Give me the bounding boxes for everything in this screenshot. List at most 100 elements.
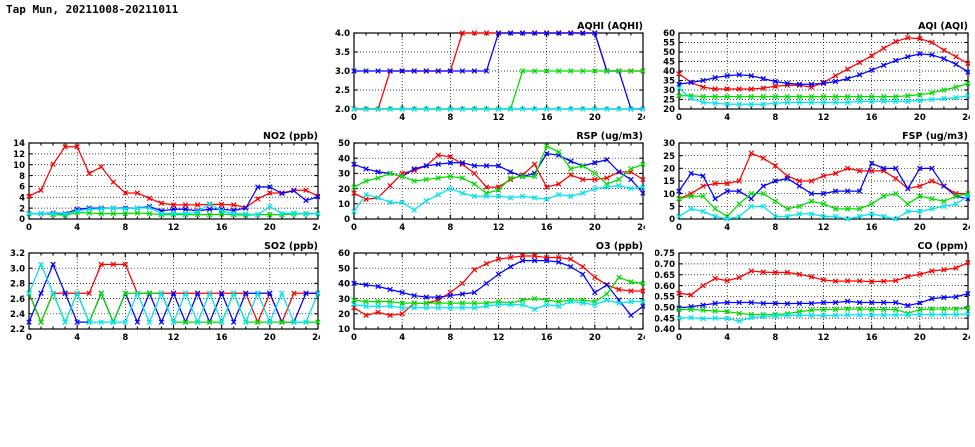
data-point-marker [531,306,538,312]
data-point-marker [856,59,863,66]
panel-title-fsp: FSP (ug/m3) [902,131,968,142]
data-point-marker [748,195,754,202]
data-point-marker [447,106,454,112]
y-tick-label: 4.0 [335,29,350,39]
data-point-marker [700,183,706,189]
data-point-marker [604,106,610,112]
data-point-marker [158,290,165,297]
data-point-marker [194,209,201,215]
series-s1 [676,259,970,298]
data-point-marker [965,311,970,317]
data-point-marker [519,173,526,180]
data-point-marker [905,208,911,215]
data-point-marker [700,307,706,313]
data-point-marker [399,106,405,112]
data-point-marker [676,290,682,296]
data-point-marker [700,282,706,289]
data-point-marker [568,263,574,270]
data-point-marker [868,306,875,313]
x-tick-label: 8 [122,333,128,343]
data-point-marker [243,205,249,211]
data-point-marker [868,168,875,174]
data-point-marker [724,180,730,187]
data-point-marker [122,210,129,217]
data-point-marker [423,198,429,204]
data-point-marker [471,193,478,199]
data-point-marker [856,299,863,306]
x-tick-label: 12 [493,223,505,233]
y-tick-label: 30 [663,86,675,96]
data-point-marker [98,319,104,325]
data-point-marker [555,181,562,187]
data-point-marker [760,85,767,91]
data-point-marker [941,47,947,53]
data-point-marker [604,175,610,181]
plot-frame [28,142,319,220]
data-point-marker [543,150,550,157]
data-point-marker [917,271,923,278]
data-point-marker [471,163,478,169]
data-point-marker [543,196,550,202]
data-point-marker [158,210,165,217]
data-point-marker [965,92,970,99]
data-point-marker [26,319,32,325]
y-tick-label: 4 [19,193,25,203]
data-point-marker [291,210,297,216]
x-tick-label: 20 [589,113,601,123]
x-tick-label: 24 [637,113,645,123]
y-tick-label: 60 [663,29,675,39]
data-point-marker [832,213,839,220]
data-point-marker [243,211,249,217]
data-point-marker [844,66,851,72]
data-point-marker [146,204,153,211]
x-tick-label: 4 [399,113,405,123]
data-point-marker [26,193,32,199]
data-point-marker [531,194,538,201]
data-point-marker [122,319,129,325]
data-point-marker [640,298,645,305]
data-point-marker [471,106,478,112]
data-point-marker [568,172,574,178]
data-point-marker [110,319,117,325]
data-point-marker [832,278,839,284]
data-point-marker [363,166,369,172]
data-point-marker [880,312,887,318]
data-point-marker [315,290,320,297]
data-point-marker [796,81,803,88]
data-point-marker [74,144,80,150]
data-point-marker [820,201,827,207]
series-s4 [676,193,970,222]
data-point-marker [423,106,429,112]
data-point-marker [459,291,466,297]
data-point-marker [303,290,309,297]
y-tick-label: 3.0 [10,264,25,274]
page-title: Tap Mun, 20211008-20211011 [6,3,179,16]
data-point-marker [387,199,393,206]
data-point-marker [640,288,645,294]
data-point-marker [483,193,490,199]
data-point-marker [880,306,887,313]
data-point-marker [929,39,935,46]
data-point-marker [700,99,706,106]
data-point-marker [965,259,970,266]
data-point-marker [712,308,718,314]
data-point-marker [243,290,249,297]
data-point-marker [98,290,104,297]
data-point-marker [134,210,141,216]
x-tick-label: 16 [216,223,228,233]
x-tick-label: 24 [637,223,645,233]
plot-co: 0.400.450.500.550.600.650.700.75 0 4 8 12 16 2… [655,249,970,343]
x-tick-label: 20 [914,113,926,123]
data-point-marker [471,304,478,311]
y-tick-label: 25 [663,152,675,162]
data-point-marker [676,188,682,194]
series-s4 [351,182,645,215]
data-point-marker [676,306,682,313]
x-tick-label: 24 [962,223,970,233]
x-tick-label: 4 [74,333,80,343]
data-point-marker [640,176,645,183]
data-point-marker [844,188,851,194]
data-point-marker [893,190,899,197]
data-point-marker [724,299,730,306]
data-point-marker [363,282,369,288]
